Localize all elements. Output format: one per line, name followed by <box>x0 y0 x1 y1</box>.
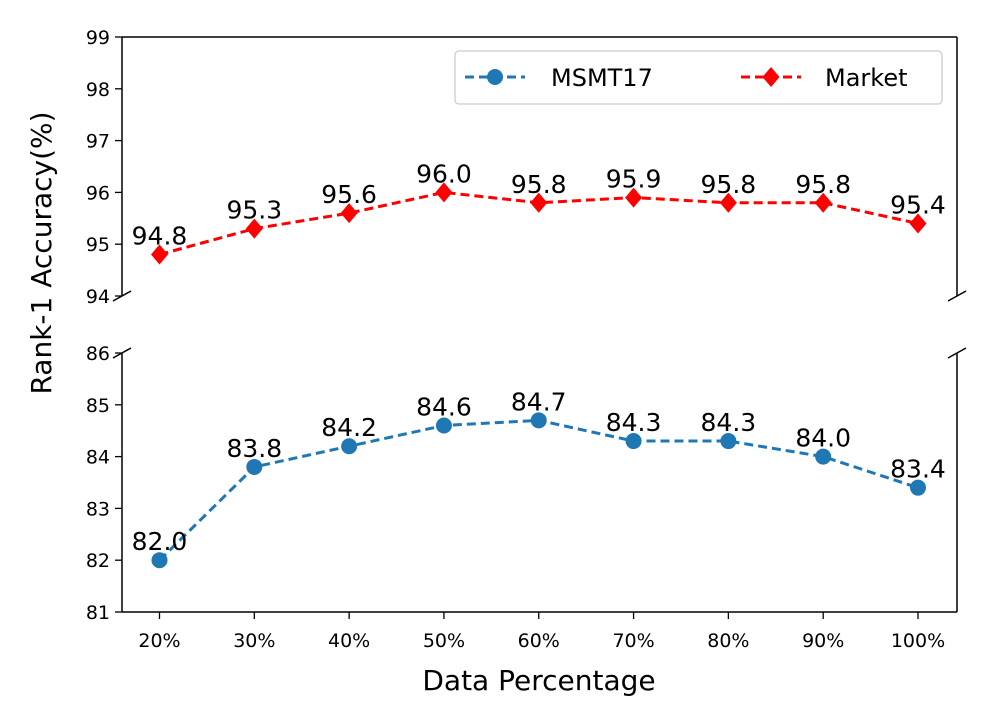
data-label: 95.4 <box>890 190 946 219</box>
legend-label-market: Market <box>825 64 908 92</box>
data-point-market <box>151 244 168 265</box>
axis-break-mark <box>112 290 132 302</box>
data-label: 96.0 <box>416 159 472 188</box>
x-axis: 20% 30% 40% 50% 60% 70% 80% 90% 100% <box>138 612 945 652</box>
x-tick-label: 90% <box>802 630 844 652</box>
legend-marker-msmt17 <box>487 69 503 85</box>
legend-label-msmt17: MSMT17 <box>551 64 653 92</box>
y-tick-label: 84 <box>86 447 110 469</box>
data-point-market <box>435 182 453 203</box>
data-point-msmt17 <box>246 458 263 475</box>
x-tick-label: 70% <box>612 630 654 652</box>
data-point-market <box>719 192 737 213</box>
data-label: 83.8 <box>226 434 282 463</box>
axis-break-mark <box>947 347 967 359</box>
data-label: 82.0 <box>132 527 188 556</box>
x-tick-label: 40% <box>328 630 370 652</box>
y-axis-title: Rank-1 Accuracy(%) <box>25 111 58 394</box>
y-tick-label: 82 <box>86 550 110 572</box>
data-point-msmt17 <box>720 433 737 450</box>
data-point-market <box>814 192 832 213</box>
data-point-msmt17 <box>435 417 452 434</box>
data-point-msmt17 <box>530 412 547 429</box>
data-label: 95.9 <box>606 165 662 194</box>
x-tick-label: 30% <box>233 630 275 652</box>
top-panel: 94 95 96 97 98 99 94.8 95.3 95.6 96.0 95.8 95.9 95.8… <box>86 27 958 308</box>
data-point-msmt17 <box>815 448 832 465</box>
y-tick-label: 99 <box>86 27 110 49</box>
data-label: 95.8 <box>511 170 567 199</box>
y-tick-label: 98 <box>86 79 110 101</box>
data-label: 95.8 <box>795 170 851 199</box>
x-tick-label: 80% <box>707 630 749 652</box>
x-axis-title: Data Percentage <box>422 664 655 697</box>
y-tick-label: 94 <box>86 286 110 308</box>
data-label: 83.4 <box>890 455 946 484</box>
data-point-market <box>530 192 548 213</box>
data-point-market <box>340 203 358 224</box>
data-point-msmt17 <box>151 552 168 569</box>
data-point-market <box>245 218 263 239</box>
data-label: 84.2 <box>321 413 377 442</box>
data-label: 95.6 <box>321 180 377 209</box>
data-point-market <box>909 213 927 234</box>
data-label: 84.0 <box>795 424 851 453</box>
y-tick-label: 86 <box>86 343 110 365</box>
y-tick-label: 97 <box>86 131 110 153</box>
axis-break-mark <box>112 347 132 359</box>
data-label: 84.3 <box>701 408 757 437</box>
y-tick-label: 83 <box>86 498 110 520</box>
x-tick-label: 50% <box>423 630 465 652</box>
x-tick-label: 20% <box>138 630 180 652</box>
data-point-market <box>625 187 643 208</box>
axis-break-marks <box>112 290 967 359</box>
data-point-msmt17 <box>910 479 926 496</box>
data-label: 84.3 <box>606 408 662 437</box>
legend: MSMT17 Market <box>454 50 943 105</box>
data-point-msmt17 <box>625 433 642 450</box>
data-label: 95.8 <box>701 170 757 199</box>
y-tick-label: 81 <box>86 602 110 624</box>
x-tick-label: 60% <box>518 630 560 652</box>
y-tick-label: 96 <box>86 182 110 204</box>
legend-marker-market <box>762 67 780 87</box>
legend-box <box>454 50 943 105</box>
y-tick-label: 95 <box>86 234 110 256</box>
y-tick-label: 85 <box>86 395 110 417</box>
data-label: 95.3 <box>226 196 282 225</box>
data-label: 84.6 <box>416 393 472 422</box>
x-tick-label: 100% <box>891 630 945 652</box>
bottom-panel: 81 82 83 84 85 86 82.0 83.8 84.2 84.6 84.7 84.3 84.3… <box>86 343 958 624</box>
data-label: 84.7 <box>511 387 567 416</box>
axis-break-mark <box>947 290 967 302</box>
data-label: 94.8 <box>132 222 188 251</box>
data-point-msmt17 <box>341 438 358 455</box>
